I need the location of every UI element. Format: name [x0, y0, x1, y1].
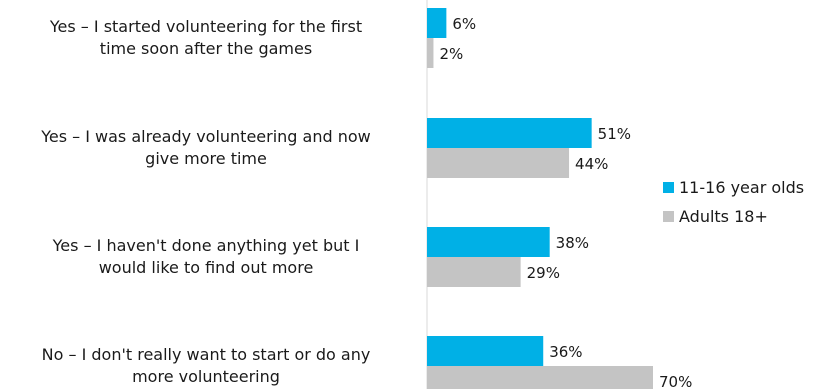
category-label-3-line-1: Yes – I haven't done anything yet but I	[52, 236, 360, 255]
data-label-youth-4: 36%	[549, 343, 582, 361]
category-label-3: Yes – I haven't done anything yet but I w…	[6, 235, 406, 279]
data-label-youth-2: 51%	[598, 125, 631, 143]
bar-adults-1	[427, 38, 434, 68]
data-label-adults-2: 44%	[575, 155, 608, 173]
category-label-2-line-2: give more time	[145, 149, 267, 168]
legend-item-youth: 11-16 year olds	[663, 178, 804, 197]
data-label-youth-3: 38%	[556, 234, 589, 252]
category-label-1: Yes – I started volunteering for the fir…	[6, 16, 406, 60]
category-label-4-line-2: more volunteering	[132, 367, 280, 386]
bar-youth-4	[427, 336, 544, 366]
legend-label-youth: 11-16 year olds	[679, 178, 805, 197]
bar-adults-4	[427, 366, 653, 389]
category-label-2: Yes – I was already volunteering and now…	[6, 126, 406, 170]
data-label-adults-1: 2%	[439, 45, 463, 63]
category-label-3-line-2: would like to find out more	[98, 258, 314, 277]
legend-label-adults: Adults 18+	[679, 207, 768, 226]
bar-youth-1	[427, 8, 447, 38]
bar-youth-2	[427, 118, 592, 148]
category-label-1-line-1: Yes – I started volunteering for the fir…	[49, 17, 363, 36]
bar-youth-3	[427, 227, 550, 257]
bar-adults-3	[427, 257, 521, 287]
legend-item-adults: Adults 18+	[663, 207, 768, 226]
category-label-4: No – I don't really want to start or do …	[6, 344, 406, 388]
category-label-2-line-1: Yes – I was already volunteering and now	[41, 127, 371, 146]
category-label-4-line-1: No – I don't really want to start or do …	[41, 345, 371, 364]
data-label-youth-1: 6%	[452, 15, 476, 33]
data-label-adults-3: 29%	[527, 264, 560, 282]
legend-swatch-adults	[663, 211, 674, 222]
legend-swatch-youth	[663, 182, 674, 193]
category-label-1-line-2: time soon after the games	[99, 39, 313, 58]
data-label-adults-4: 70%	[659, 373, 692, 389]
bar-adults-2	[427, 148, 570, 178]
